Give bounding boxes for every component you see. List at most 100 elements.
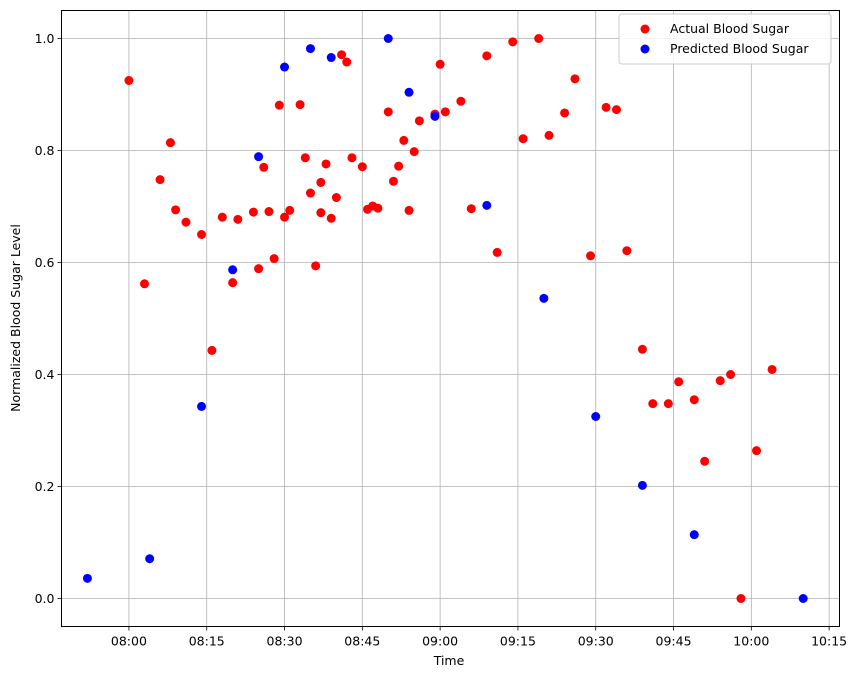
actual-point xyxy=(399,135,409,145)
plot-frame xyxy=(61,10,840,627)
actual-point xyxy=(622,246,632,256)
actual-point xyxy=(466,204,476,214)
grid-lines xyxy=(61,10,840,627)
actual-point xyxy=(544,130,554,140)
legend: Actual Blood Sugar Predicted Blood Sugar xyxy=(618,13,832,65)
actual-point xyxy=(316,177,326,187)
actual-point xyxy=(305,188,315,198)
legend-box xyxy=(618,13,832,65)
actual-point xyxy=(648,399,658,409)
x-tick-label: 10:15 xyxy=(811,634,847,649)
actual-point xyxy=(700,456,710,466)
predicted-point xyxy=(482,200,492,210)
actual-point xyxy=(388,176,398,186)
legend-marker-predicted xyxy=(640,44,650,54)
predicted-point xyxy=(82,573,92,583)
actual-point xyxy=(326,213,336,223)
actual-point xyxy=(259,162,269,172)
actual-point xyxy=(347,153,357,163)
actual-point xyxy=(752,446,762,456)
x-tick-label: 09:30 xyxy=(578,634,614,649)
actual-point xyxy=(311,261,321,271)
actual-point xyxy=(409,147,419,157)
actual-point xyxy=(518,134,528,144)
x-tick-label: 08:45 xyxy=(344,634,380,649)
actual-point xyxy=(321,159,331,169)
actual-point xyxy=(300,153,310,163)
actual-point xyxy=(726,370,736,379)
actual-point xyxy=(689,395,699,405)
actual-point xyxy=(165,138,175,148)
actual-point xyxy=(207,345,217,355)
x-tick-label: 09:00 xyxy=(422,634,458,649)
legend-label-actual: Actual Blood Sugar xyxy=(670,21,790,36)
actual-point xyxy=(264,207,274,217)
actual-point xyxy=(337,50,347,60)
actual-point xyxy=(233,214,243,224)
predicted-point xyxy=(383,34,393,43)
predicted-point xyxy=(280,62,290,72)
actual-point xyxy=(155,175,165,185)
actual-point xyxy=(357,162,367,172)
x-tick-label: 10:00 xyxy=(733,634,769,649)
actual-point xyxy=(492,247,502,257)
predicted-point xyxy=(539,293,549,303)
actual-point xyxy=(611,105,621,115)
predicted-point xyxy=(689,530,699,540)
actual-point xyxy=(228,278,238,288)
predicted-point xyxy=(637,480,647,490)
actual-point xyxy=(280,212,290,222)
actual-point xyxy=(124,76,134,85)
predicted-point xyxy=(430,111,440,121)
actual-point xyxy=(171,205,181,215)
actual-point xyxy=(295,100,305,110)
actual-point xyxy=(248,207,258,217)
x-tick-label: 08:15 xyxy=(189,634,225,649)
y-tick-label: 1.0 xyxy=(35,31,55,46)
actual-point xyxy=(637,344,647,354)
predicted-point xyxy=(145,554,155,564)
actual-point xyxy=(404,205,414,215)
x-tick-label: 08:00 xyxy=(111,634,147,649)
predicted-point xyxy=(404,87,414,97)
y-axis-label: Normalized Blood Sugar Level xyxy=(8,224,23,412)
actual-point xyxy=(269,254,279,264)
x-tick-label: 09:45 xyxy=(656,634,692,649)
y-tick-label: 0.8 xyxy=(35,143,55,158)
data-points xyxy=(82,34,808,603)
actual-point xyxy=(601,102,611,112)
actual-point xyxy=(394,161,404,171)
y-tick-label: 0.6 xyxy=(35,255,55,270)
legend-marker-actual xyxy=(640,24,650,34)
actual-point xyxy=(534,34,544,43)
actual-point xyxy=(217,212,227,222)
actual-point xyxy=(373,203,383,213)
actual-point xyxy=(456,96,466,106)
actual-series xyxy=(124,34,777,603)
predicted-point xyxy=(591,412,601,421)
actual-point xyxy=(674,377,684,387)
actual-point xyxy=(254,264,264,274)
actual-point xyxy=(285,205,295,215)
actual-point xyxy=(383,107,393,117)
actual-point xyxy=(715,376,725,386)
predicted-series xyxy=(82,34,808,603)
actual-point xyxy=(586,251,596,261)
actual-point xyxy=(767,364,777,374)
x-tick-label: 08:30 xyxy=(267,634,303,649)
y-tick-label: 0.2 xyxy=(35,479,55,494)
actual-point xyxy=(508,37,518,47)
actual-point xyxy=(570,74,580,84)
actual-point xyxy=(342,57,352,67)
predicted-point xyxy=(254,152,264,162)
x-tick-label: 09:15 xyxy=(500,634,536,649)
actual-point xyxy=(663,399,673,409)
predicted-point xyxy=(197,401,207,411)
actual-point xyxy=(197,230,207,239)
predicted-point xyxy=(305,44,315,54)
actual-point xyxy=(736,594,746,603)
actual-point xyxy=(181,217,191,227)
actual-point xyxy=(414,116,424,126)
y-tick-label: 0.0 xyxy=(35,591,55,606)
